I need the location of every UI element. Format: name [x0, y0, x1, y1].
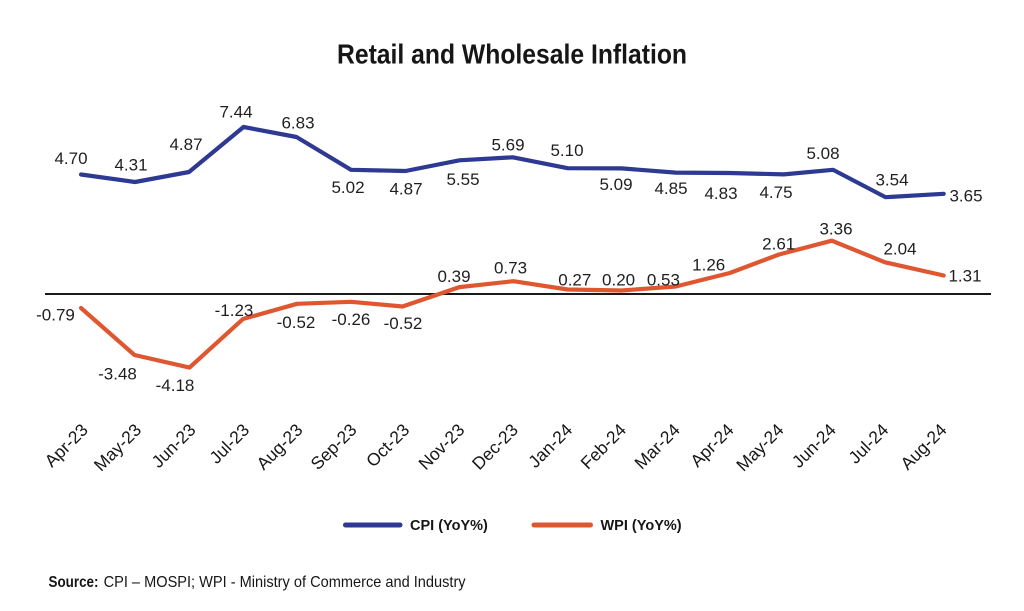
svg-text:3.54: 3.54: [875, 171, 908, 190]
svg-text:4.85: 4.85: [654, 179, 687, 198]
svg-text:-0.52: -0.52: [277, 313, 316, 332]
svg-text:May-23: May-23: [90, 420, 145, 475]
svg-text:3.36: 3.36: [819, 220, 852, 239]
svg-text:3.65: 3.65: [949, 187, 982, 206]
svg-text:0.53: 0.53: [647, 271, 680, 290]
svg-text:Source:: Source:: [49, 574, 99, 591]
svg-text:4.87: 4.87: [169, 135, 202, 154]
svg-text:0.20: 0.20: [602, 271, 635, 290]
svg-text:0.27: 0.27: [558, 271, 591, 290]
svg-text:Jun-24: Jun-24: [788, 420, 840, 472]
svg-text:Dec-23: Dec-23: [468, 420, 522, 474]
svg-text:4.31: 4.31: [114, 156, 147, 175]
svg-text:5.02: 5.02: [331, 178, 364, 197]
svg-text:-4.18: -4.18: [156, 376, 195, 395]
svg-text:7.44: 7.44: [219, 103, 252, 122]
svg-text:-1.23: -1.23: [215, 301, 254, 320]
svg-text:1.31: 1.31: [948, 267, 981, 286]
svg-text:5.55: 5.55: [446, 170, 479, 189]
svg-text:Aug-23: Aug-23: [252, 420, 306, 474]
svg-text:0.73: 0.73: [494, 259, 527, 278]
svg-text:5.69: 5.69: [491, 136, 524, 155]
svg-text:-0.79: -0.79: [36, 306, 75, 325]
svg-text:Jan-24: Jan-24: [524, 420, 576, 472]
svg-text:0.39: 0.39: [437, 267, 470, 286]
svg-text:2.04: 2.04: [883, 240, 916, 259]
svg-text:2.61: 2.61: [762, 235, 795, 254]
svg-text:Apr-24: Apr-24: [686, 420, 737, 471]
svg-text:-0.52: -0.52: [384, 314, 423, 333]
svg-text:Mar-24: Mar-24: [630, 420, 684, 474]
svg-text:Oct-23: Oct-23: [362, 420, 413, 471]
svg-text:CPI (YoY%): CPI (YoY%): [410, 518, 488, 534]
svg-text:6.83: 6.83: [281, 114, 314, 133]
svg-text:Feb-24: Feb-24: [577, 420, 631, 474]
svg-text:Jul-23: Jul-23: [205, 420, 253, 468]
svg-text:WPI (YoY%): WPI (YoY%): [601, 518, 682, 534]
svg-text:May-24: May-24: [732, 420, 788, 476]
svg-text:-0.26: -0.26: [332, 310, 371, 329]
svg-text:CPI – MOSPI; WPI - Ministry of: CPI – MOSPI; WPI - Ministry of Commerce …: [104, 574, 466, 591]
svg-text:5.09: 5.09: [599, 175, 632, 194]
svg-text:5.08: 5.08: [806, 144, 839, 163]
svg-text:Sep-23: Sep-23: [307, 420, 361, 474]
svg-text:Jun-23: Jun-23: [148, 420, 200, 472]
svg-text:-3.48: -3.48: [98, 365, 137, 384]
svg-text:4.70: 4.70: [54, 149, 87, 168]
svg-text:Retail and Wholesale Inflation: Retail and Wholesale Inflation: [337, 39, 687, 70]
svg-text:5.10: 5.10: [550, 141, 583, 160]
svg-text:1.26: 1.26: [692, 256, 725, 275]
svg-text:4.75: 4.75: [759, 183, 792, 202]
svg-text:Aug-24: Aug-24: [896, 420, 950, 474]
svg-text:4.87: 4.87: [389, 180, 422, 199]
svg-text:Apr-23: Apr-23: [41, 420, 92, 471]
svg-text:4.83: 4.83: [704, 184, 737, 203]
svg-text:Jul-24: Jul-24: [844, 420, 892, 468]
svg-text:Nov-23: Nov-23: [414, 420, 468, 474]
